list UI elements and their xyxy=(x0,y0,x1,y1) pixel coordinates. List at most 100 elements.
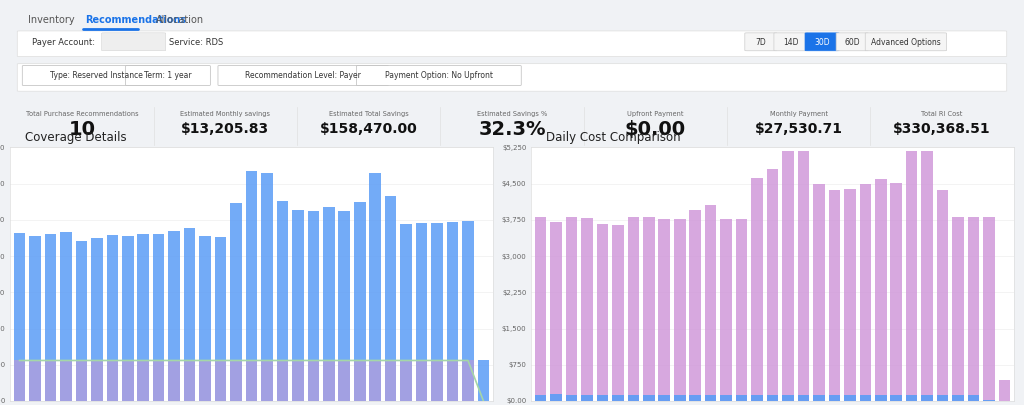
FancyBboxPatch shape xyxy=(17,64,1007,91)
Bar xyxy=(998,380,1011,401)
Bar xyxy=(983,217,995,401)
Bar xyxy=(612,395,624,401)
Bar xyxy=(752,395,763,401)
Bar xyxy=(628,217,639,401)
Bar xyxy=(13,233,26,401)
Bar xyxy=(705,205,717,401)
Bar xyxy=(937,190,948,401)
Bar xyxy=(550,222,562,401)
Text: Inventory: Inventory xyxy=(29,15,75,25)
Bar xyxy=(431,360,442,401)
Bar xyxy=(400,224,412,401)
Text: $158,470.00: $158,470.00 xyxy=(319,122,418,136)
Bar xyxy=(106,360,118,401)
Bar xyxy=(246,171,257,401)
Text: Coverage Details: Coverage Details xyxy=(25,130,126,143)
Bar xyxy=(582,218,593,401)
Bar xyxy=(643,217,654,401)
Bar xyxy=(292,360,304,401)
Text: Recommendations: Recommendations xyxy=(85,15,186,25)
Bar xyxy=(354,360,366,401)
FancyBboxPatch shape xyxy=(744,33,777,51)
Bar xyxy=(446,360,459,401)
Bar xyxy=(565,395,578,401)
Bar xyxy=(658,395,670,401)
Bar xyxy=(674,220,685,401)
Text: Advanced Options: Advanced Options xyxy=(871,38,941,47)
Bar xyxy=(550,394,562,401)
Bar xyxy=(137,234,150,401)
Bar xyxy=(689,210,701,401)
Bar xyxy=(705,395,717,401)
FancyBboxPatch shape xyxy=(356,66,521,85)
Bar xyxy=(323,360,335,401)
Bar xyxy=(184,360,196,401)
Bar xyxy=(906,151,918,401)
Bar xyxy=(29,236,41,401)
Bar xyxy=(13,360,26,401)
Text: Payer Account:: Payer Account: xyxy=(33,38,95,47)
Bar xyxy=(952,217,964,401)
FancyBboxPatch shape xyxy=(17,31,1007,57)
Text: Term: 1 year: Term: 1 year xyxy=(144,71,191,80)
Bar xyxy=(767,169,778,401)
Text: 30D: 30D xyxy=(814,38,829,47)
Bar xyxy=(752,178,763,401)
Bar xyxy=(968,395,979,401)
Bar xyxy=(292,210,304,401)
Text: Payment Option: No Upfront: Payment Option: No Upfront xyxy=(385,71,493,80)
Bar xyxy=(339,211,350,401)
Bar xyxy=(60,360,72,401)
Bar xyxy=(446,222,459,401)
Bar xyxy=(153,234,165,401)
Bar xyxy=(462,221,474,401)
Bar xyxy=(323,207,335,401)
Bar xyxy=(844,190,856,401)
Bar xyxy=(184,228,196,401)
Bar xyxy=(246,360,257,401)
Bar xyxy=(906,395,918,401)
Bar xyxy=(122,360,133,401)
Bar xyxy=(370,360,381,401)
Bar xyxy=(844,395,856,401)
Bar xyxy=(922,395,933,401)
Bar xyxy=(45,234,56,401)
Bar xyxy=(416,360,427,401)
FancyBboxPatch shape xyxy=(218,66,388,85)
Bar xyxy=(261,173,272,401)
Bar xyxy=(937,395,948,401)
Bar xyxy=(276,201,288,401)
Bar xyxy=(720,220,732,401)
Text: Upfront Payment: Upfront Payment xyxy=(627,111,684,117)
Bar xyxy=(736,395,748,401)
Bar xyxy=(565,217,578,401)
Bar xyxy=(339,360,350,401)
Bar xyxy=(874,179,887,401)
Bar xyxy=(168,231,180,401)
Bar xyxy=(674,395,685,401)
Bar xyxy=(276,360,288,401)
Bar xyxy=(45,360,56,401)
FancyBboxPatch shape xyxy=(101,33,166,51)
Bar xyxy=(782,395,794,401)
Text: Allocation: Allocation xyxy=(156,15,204,25)
Text: Daily Cost Comparison: Daily Cost Comparison xyxy=(546,130,680,143)
Bar xyxy=(307,360,319,401)
Text: 10: 10 xyxy=(69,120,95,139)
Bar xyxy=(261,360,272,401)
Bar xyxy=(431,223,442,401)
Text: 14D: 14D xyxy=(783,38,799,47)
Bar xyxy=(782,151,794,401)
Bar xyxy=(535,217,547,401)
Bar xyxy=(891,183,902,401)
Text: Estimated Savings %: Estimated Savings % xyxy=(477,111,547,117)
Bar xyxy=(122,236,133,401)
Bar xyxy=(200,236,211,401)
FancyBboxPatch shape xyxy=(837,33,868,51)
Bar xyxy=(29,360,41,401)
Bar xyxy=(462,360,474,401)
Bar xyxy=(643,395,654,401)
Text: Monthly Payment: Monthly Payment xyxy=(770,111,827,117)
Bar xyxy=(736,220,748,401)
Bar xyxy=(798,395,809,401)
